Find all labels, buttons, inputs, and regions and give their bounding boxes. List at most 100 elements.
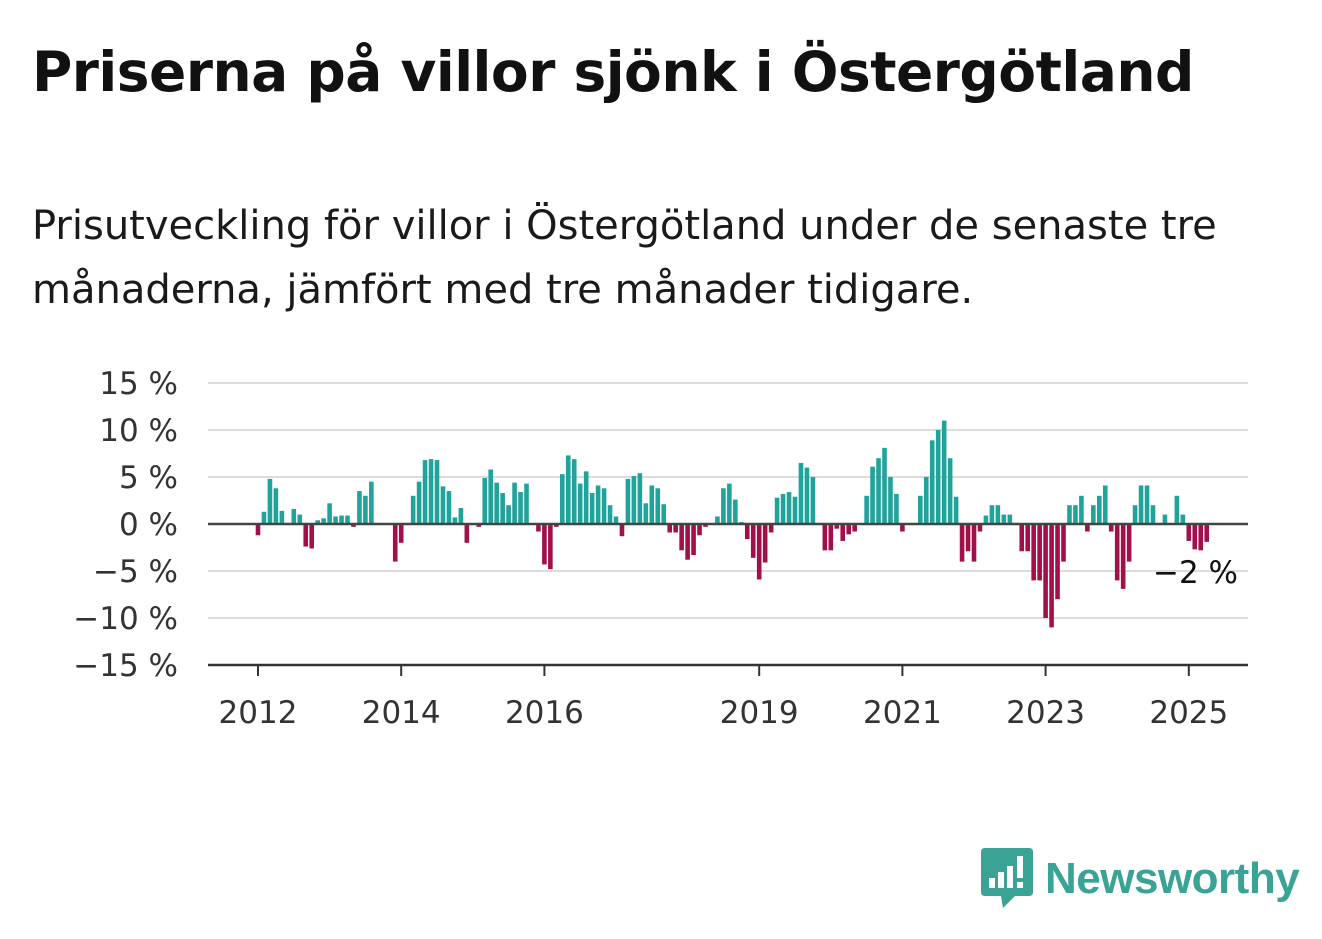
bar [798, 462, 804, 524]
x-tick-label: 2014 [362, 695, 441, 731]
bar [995, 505, 1001, 524]
bar [339, 515, 344, 524]
axes [208, 522, 1248, 667]
bar [989, 505, 995, 524]
bars [255, 420, 1209, 628]
bar [1162, 514, 1168, 524]
bar [309, 524, 314, 549]
y-tick-label: 10 % [99, 413, 178, 449]
bar [560, 474, 565, 524]
bar [637, 473, 643, 524]
bar [1180, 514, 1186, 524]
bar [774, 497, 780, 524]
bar [667, 524, 672, 533]
bar [1055, 524, 1060, 600]
bar [1174, 495, 1180, 524]
bar [255, 524, 261, 536]
bar [1079, 495, 1084, 524]
bar [291, 508, 297, 524]
bar [297, 514, 303, 524]
last-value-label: −2 % [1153, 555, 1238, 591]
bar [488, 469, 493, 524]
bar [888, 477, 893, 524]
bar [1186, 524, 1192, 541]
bar [518, 492, 523, 524]
bar [571, 459, 577, 524]
bar [267, 478, 273, 524]
bar [1120, 524, 1126, 589]
y-tick-label: 15 % [99, 366, 178, 402]
bar [882, 447, 887, 524]
bar [1114, 524, 1120, 581]
bar [840, 524, 846, 541]
bar [279, 510, 285, 524]
bar [1043, 524, 1048, 618]
bar [1073, 505, 1078, 524]
bar [935, 430, 941, 524]
bar [1126, 524, 1132, 562]
bar [691, 524, 696, 556]
bar [1144, 485, 1150, 524]
bar [834, 524, 840, 529]
bar [607, 505, 613, 524]
bar [977, 524, 983, 532]
bar [595, 485, 601, 524]
y-tick-label: 5 % [119, 460, 178, 496]
bar [762, 524, 768, 563]
bar [369, 481, 374, 524]
bar [1031, 524, 1036, 581]
y-tick-label: 0 % [119, 507, 178, 543]
bar [321, 518, 326, 524]
chart-title: Priserna på villor sjönk i Östergötland [32, 40, 1194, 104]
bar [261, 511, 267, 524]
bar [512, 482, 517, 524]
bar [643, 503, 649, 524]
bar [721, 488, 726, 524]
bar [810, 477, 816, 524]
y-tick-label: −10 % [73, 601, 178, 637]
bar [756, 524, 762, 580]
x-tick-label: 2025 [1149, 695, 1228, 731]
bar [822, 524, 828, 551]
bar [434, 460, 440, 524]
bar [416, 481, 422, 524]
bar [345, 515, 350, 524]
bar [410, 495, 416, 524]
bar [1132, 505, 1138, 524]
y-axis-ticks: 15 % 10 % 5 % 0 % −5 % −10 % −15 % [73, 366, 178, 684]
x-axis-ticks: 2012 2014 2016 2019 2021 2023 2025 [219, 665, 1228, 731]
bar [1085, 524, 1090, 532]
bar [446, 491, 452, 524]
bar [565, 455, 571, 524]
bar [625, 478, 631, 524]
bar [965, 524, 971, 552]
bar [983, 515, 989, 524]
x-tick-label: 2021 [863, 695, 942, 731]
bar [792, 496, 798, 524]
x-tick-label: 2019 [720, 695, 799, 731]
bar [655, 488, 661, 524]
bar [685, 524, 690, 560]
bar [1138, 485, 1144, 524]
bar [589, 492, 595, 524]
bar [303, 524, 309, 547]
bar [1019, 524, 1025, 552]
bar-chart: 15 %10 %5 %0 %−5 %−10 %−15 % 2012 2014 201… [73, 366, 1248, 731]
bar [1097, 495, 1102, 524]
bar [601, 488, 607, 524]
bar [828, 524, 834, 551]
bar [548, 524, 553, 570]
bar [727, 483, 732, 524]
bar [333, 516, 338, 524]
brand-name: Newsworthy [1045, 854, 1300, 903]
bar [458, 508, 464, 524]
bar [351, 524, 356, 527]
bar [679, 524, 684, 551]
bar [697, 524, 702, 536]
bar [804, 467, 810, 524]
bar [870, 466, 875, 524]
bar [733, 499, 738, 524]
bar [273, 488, 279, 524]
bar [649, 485, 655, 524]
bar [673, 524, 678, 533]
